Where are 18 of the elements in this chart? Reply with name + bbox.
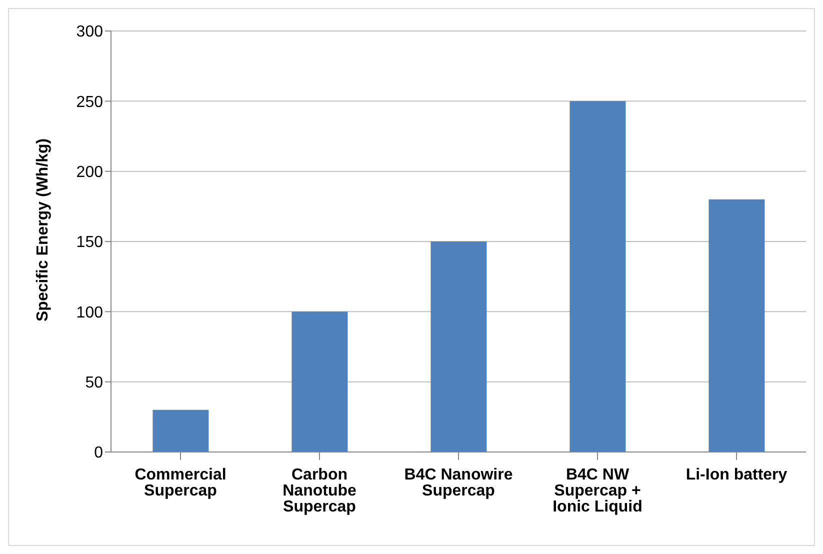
- bar: [430, 242, 487, 452]
- bar: [708, 199, 765, 452]
- x-tick-label: Carbon Nanotube Supercap: [282, 466, 356, 516]
- y-tick-label: 50: [85, 374, 104, 392]
- y-tick-label: 100: [76, 304, 104, 322]
- y-tick-label: 300: [76, 24, 104, 41]
- bar: [570, 101, 626, 452]
- x-tick-label: B4C Nanowire Supercap: [404, 466, 513, 500]
- bar: [152, 410, 209, 452]
- x-tick-label: Li-Ion battery: [686, 466, 788, 484]
- x-tick-label: B4C NW Supercap + Ionic Liquid: [552, 466, 642, 516]
- y-tick-label: 150: [76, 234, 104, 252]
- y-tick-label: 200: [76, 164, 104, 182]
- y-tick-label: 0: [94, 444, 104, 462]
- y-tick-label: 250: [76, 94, 104, 111]
- bar: [292, 312, 348, 452]
- x-tick-label: Commercial Supercap: [134, 466, 226, 500]
- y-axis-title: Specific Energy (Wh/kg): [34, 138, 52, 322]
